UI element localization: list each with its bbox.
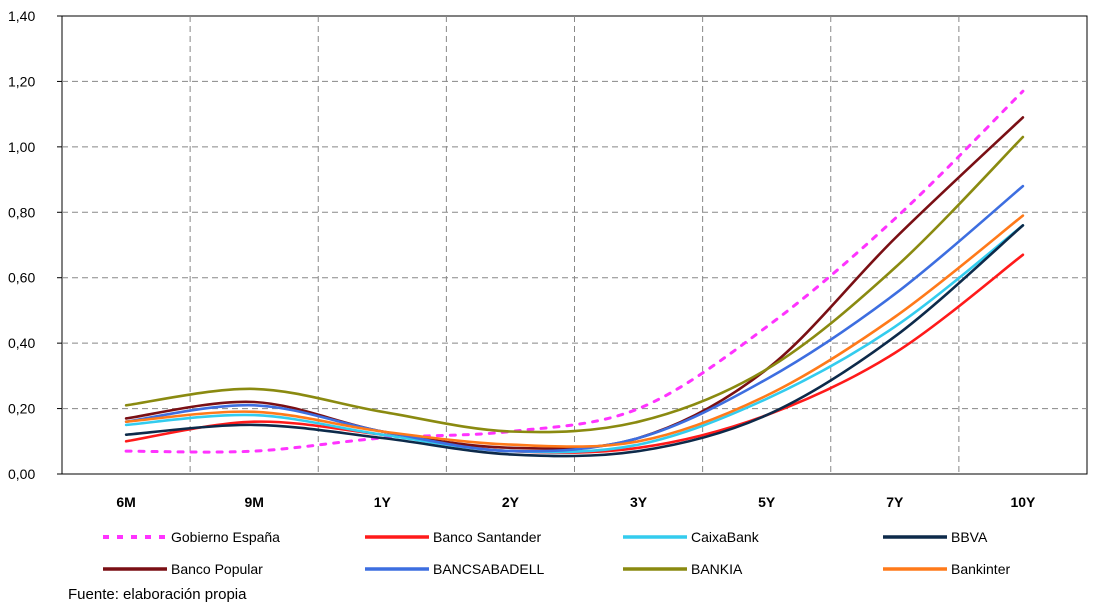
- series-line-banco-santander: [124, 253, 1025, 454]
- y-axis: 0,00 0,20 0,40 0,60 0,80 1,00 1,20 1,40: [8, 8, 62, 482]
- legend-label-bankia: BANKIA: [691, 561, 743, 577]
- x-tick-label: 9M: [244, 494, 263, 510]
- gridlines: [62, 16, 1087, 474]
- plot-area: [61, 15, 1088, 475]
- y-tick-label: 0,60: [8, 270, 35, 286]
- y-tick-label: 1,20: [8, 73, 35, 89]
- x-tick-label: 6M: [116, 494, 135, 510]
- x-tick-label: 10Y: [1010, 494, 1036, 510]
- y-tick-label: 0,80: [8, 204, 35, 220]
- y-tick-label: 0,40: [8, 335, 35, 351]
- x-tick-label: 1Y: [374, 494, 392, 510]
- legend-label-bancsabadell: BANCSABADELL: [433, 561, 544, 577]
- y-tick-label: 1,00: [8, 139, 35, 155]
- legend-label-banco-santander: Banco Santander: [433, 529, 542, 545]
- plot-border: [61, 15, 1088, 475]
- y-tick-label: 1,40: [8, 8, 35, 24]
- legend-label-caixabank: CaixaBank: [691, 529, 760, 545]
- series-line-bancsabadell: [124, 184, 1025, 453]
- x-tick-label: 2Y: [502, 494, 520, 510]
- series-line-gobierno-espa-a: [124, 89, 1025, 454]
- y-tick-label: 0,00: [8, 466, 35, 482]
- x-tick-label: 3Y: [630, 494, 648, 510]
- series-line-bankia: [124, 135, 1025, 434]
- x-tick-label: 5Y: [758, 494, 776, 510]
- x-axis: 6M 9M 1Y 2Y 3Y 5Y 7Y 10Y: [116, 494, 1036, 510]
- x-tick-label: 7Y: [886, 494, 904, 510]
- y-tick-label: 0,20: [8, 401, 35, 417]
- series-line-bankinter: [124, 214, 1025, 448]
- legend-label-gobierno-espa-a: Gobierno España: [171, 529, 280, 545]
- series-line-caixabank: [124, 224, 1025, 454]
- legend-label-banco-popular: Banco Popular: [171, 561, 263, 577]
- source-note: Fuente: elaboración propia: [68, 586, 247, 603]
- legend-label-bbva: BBVA: [951, 529, 988, 545]
- series-line-bbva: [124, 224, 1025, 458]
- legend: Gobierno España Banco Santander CaixaBank B…: [103, 529, 1010, 577]
- legend-label-bankinter: Bankinter: [951, 561, 1010, 577]
- series-lines: [124, 89, 1025, 458]
